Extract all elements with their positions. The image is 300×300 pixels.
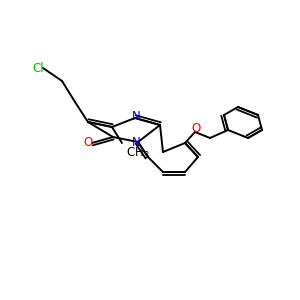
Text: O: O — [191, 122, 201, 136]
Text: N: N — [132, 110, 140, 124]
Text: O: O — [83, 136, 93, 149]
Text: Cl: Cl — [32, 61, 44, 74]
Text: CH$_3$: CH$_3$ — [126, 146, 150, 160]
Text: N: N — [132, 136, 140, 149]
